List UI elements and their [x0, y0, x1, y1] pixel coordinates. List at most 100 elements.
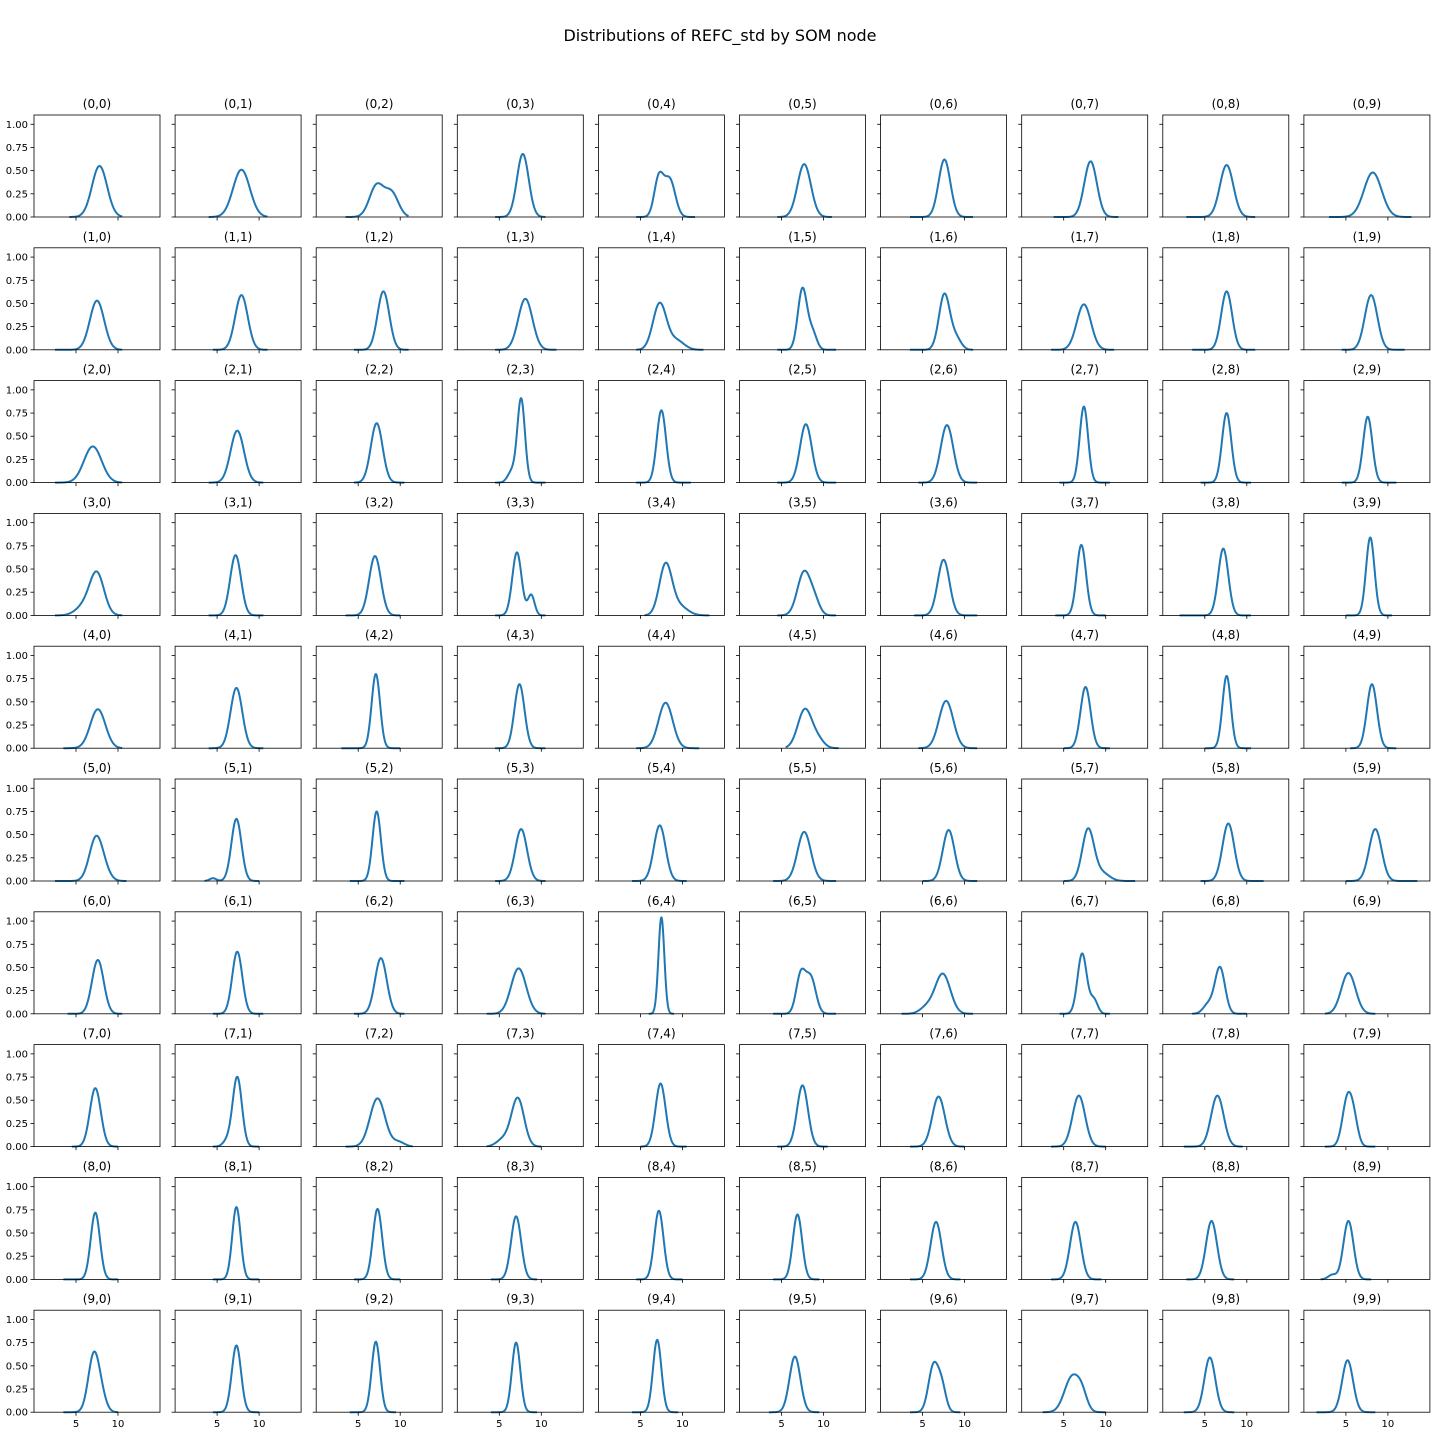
subplot-title: (9,4) — [647, 1292, 675, 1306]
subplot-title: (9,8) — [1212, 1292, 1240, 1306]
y-tick-label: 0.00 — [6, 611, 28, 622]
subplot-title: (3,7) — [1070, 495, 1098, 509]
subplot-title: (5,6) — [929, 761, 957, 775]
y-tick-label: 0.75 — [6, 409, 28, 420]
y-tick-label: 0.00 — [6, 1408, 28, 1419]
subplot-title: (7,5) — [788, 1027, 816, 1041]
subplot-title: (4,9) — [1353, 628, 1381, 642]
y-tick-label: 0.75 — [6, 1073, 28, 1084]
subplot-title: (4,6) — [929, 628, 957, 642]
y-tick-label: 0.50 — [6, 697, 28, 708]
y-tick-label: 0.00 — [6, 1142, 28, 1153]
y-tick-label: 0.50 — [6, 299, 28, 310]
y-tick-label: 0.75 — [6, 807, 28, 818]
subplot-title: (8,7) — [1070, 1159, 1098, 1173]
subplot-title: (1,3) — [506, 230, 534, 244]
subplot-title: (8,9) — [1353, 1159, 1381, 1173]
y-tick-label: 0.50 — [6, 1096, 28, 1107]
subplot-title: (6,7) — [1070, 894, 1098, 908]
subplot-title: (6,2) — [365, 894, 393, 908]
subplot-title: (2,8) — [1212, 363, 1240, 377]
subplot-title: (8,3) — [506, 1159, 534, 1173]
subplot-title: (2,5) — [788, 363, 816, 377]
subplot-title: (2,2) — [365, 363, 393, 377]
y-tick-label: 0.25 — [6, 721, 28, 732]
subplot-title: (8,1) — [224, 1159, 252, 1173]
y-tick-label: 0.25 — [6, 1385, 28, 1396]
y-tick-label: 0.00 — [6, 345, 28, 356]
y-tick-label: 1.00 — [6, 253, 28, 264]
subplot-title: (6,0) — [83, 894, 111, 908]
subplot-title: (6,4) — [647, 894, 675, 908]
subplot-title: (6,9) — [1353, 894, 1381, 908]
subplot-title: (8,4) — [647, 1159, 675, 1173]
subplot-title: (2,4) — [647, 363, 675, 377]
subplot-title: (0,0) — [83, 97, 111, 111]
y-tick-label: 0.75 — [6, 940, 28, 951]
subplot-title: (8,2) — [365, 1159, 393, 1173]
subplot-title: (2,1) — [224, 363, 252, 377]
x-tick-label: 5 — [637, 1419, 643, 1430]
subplot-title: (5,5) — [788, 761, 816, 775]
subplot-title: (0,1) — [224, 97, 252, 111]
subplot-title: (9,9) — [1353, 1292, 1381, 1306]
y-tick-label: 0.00 — [6, 478, 28, 489]
subplot-title: (3,5) — [788, 495, 816, 509]
y-tick-label: 0.75 — [6, 541, 28, 552]
subplot-title: (7,7) — [1070, 1027, 1098, 1041]
y-tick-label: 1.00 — [6, 651, 28, 662]
subplot-title: (8,0) — [83, 1159, 111, 1173]
subplot-title: (1,8) — [1212, 230, 1240, 244]
x-tick-label: 10 — [535, 1419, 548, 1430]
subplot-title: (0,7) — [1070, 97, 1098, 111]
subplot-title: (5,1) — [224, 761, 252, 775]
y-tick-label: 0.25 — [6, 455, 28, 466]
subplot-title: (0,3) — [506, 97, 534, 111]
subplot-title: (8,8) — [1212, 1159, 1240, 1173]
subplot-title: (8,6) — [929, 1159, 957, 1173]
subplot-title: (3,0) — [83, 495, 111, 509]
x-tick-label: 5 — [1061, 1419, 1067, 1430]
x-tick-label: 5 — [1202, 1419, 1208, 1430]
y-tick-label: 0.25 — [6, 853, 28, 864]
x-tick-label: 5 — [1343, 1419, 1349, 1430]
x-tick-label: 10 — [676, 1419, 689, 1430]
subplot-title: (3,8) — [1212, 495, 1240, 509]
subplot-title: (7,1) — [224, 1027, 252, 1041]
subplot-title: (5,2) — [365, 761, 393, 775]
subplot-title: (4,5) — [788, 628, 816, 642]
subplot-title: (0,6) — [929, 97, 957, 111]
y-tick-label: 0.75 — [6, 1338, 28, 1349]
subplot-title: (0,8) — [1212, 97, 1240, 111]
x-tick-label: 5 — [214, 1419, 220, 1430]
subplot-title: (7,4) — [647, 1027, 675, 1041]
subplot-title: (8,5) — [788, 1159, 816, 1173]
subplot-title: (4,3) — [506, 628, 534, 642]
subplot-title: (1,6) — [929, 230, 957, 244]
subplot-title: (5,0) — [83, 761, 111, 775]
subplot-title: (2,0) — [83, 363, 111, 377]
subplot-title: (1,0) — [83, 230, 111, 244]
subplot-title: (3,3) — [506, 495, 534, 509]
subplot-title: (0,9) — [1353, 97, 1381, 111]
subplot-title: (3,9) — [1353, 495, 1381, 509]
subplot-title: (1,5) — [788, 230, 816, 244]
x-tick-label: 5 — [73, 1419, 79, 1430]
subplot-title: (4,2) — [365, 628, 393, 642]
subplot-title: (1,7) — [1070, 230, 1098, 244]
subplot-title: (2,9) — [1353, 363, 1381, 377]
subplot-title: (4,4) — [647, 628, 675, 642]
subplot-title: (2,6) — [929, 363, 957, 377]
x-tick-label: 10 — [1240, 1419, 1253, 1430]
y-tick-label: 1.00 — [6, 1182, 28, 1193]
x-tick-label: 5 — [496, 1419, 502, 1430]
subplot-title: (2,7) — [1070, 363, 1098, 377]
y-tick-label: 0.25 — [6, 189, 28, 200]
y-tick-label: 0.25 — [6, 986, 28, 997]
y-tick-label: 0.75 — [6, 276, 28, 287]
y-tick-label: 1.00 — [6, 917, 28, 928]
subplot-title: (0,2) — [365, 97, 393, 111]
y-tick-label: 0.00 — [6, 744, 28, 755]
subplot-title: (0,5) — [788, 97, 816, 111]
